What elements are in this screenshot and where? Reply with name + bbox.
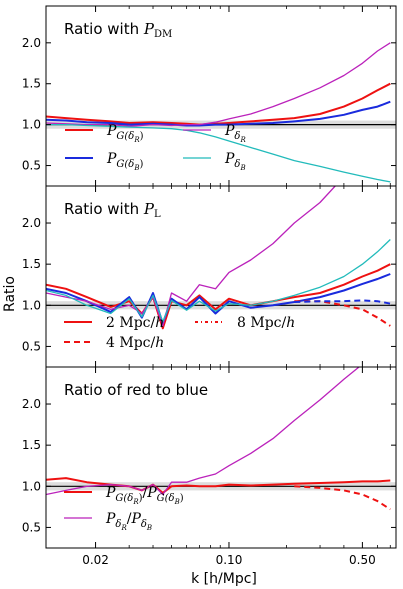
series-line-4 [46, 123, 391, 183]
legend-label: PδB [224, 151, 246, 172]
y-tick-label: 0.5 [22, 520, 41, 534]
y-tick-label: 1.0 [22, 118, 41, 132]
x-axis-label: k [h/Mpc] [191, 571, 257, 587]
x-tick-label: 0.10 [216, 553, 243, 567]
legend: PG(δR)/PG(δB) PδR/PδB [64, 485, 184, 532]
series-line-3 [46, 186, 336, 327]
y-tick-label: 2.0 [22, 216, 41, 230]
x-tick-labels: 0.02 0.10 0.50 [82, 553, 376, 567]
series-line-3 [46, 42, 391, 127]
series-line-2 [46, 273, 391, 325]
legend-label: 8 Mpc/h [237, 315, 295, 331]
series-line-3 [294, 485, 391, 511]
y-tick-label: 1.0 [22, 479, 41, 493]
panels: 2.0 1.5 1.0 0.5 Ratio with PDM PG(δR) PδR PG(δB… [22, 5, 397, 549]
panel-3: 2.0 1.5 1.0 0.5 Ratio of red to blue PG(δR)/P… [22, 366, 397, 549]
panel-2: 2.0 1.5 1.0 0.5 Ratio with PL 2 Mpc/h 8 Mpc/h 4… [22, 185, 397, 368]
legend: PG(δR) PδR PG(δB) PδB [65, 123, 246, 172]
y-tick-label: 0.5 [22, 159, 41, 173]
legend-label: PG(δB) [106, 151, 144, 172]
y-tick-label: 2.0 [22, 397, 41, 411]
panel-1: 2.0 1.5 1.0 0.5 Ratio with PDM PG(δR) PδR PG(δB… [22, 5, 397, 187]
y-tick-label: 2.0 [22, 36, 41, 50]
legend-label: PG(δR)/PG(δB) [105, 485, 184, 506]
series-line-6 [294, 299, 391, 305]
legend-label: PG(δR) [106, 123, 144, 144]
y-tick-label: 0.5 [22, 339, 41, 353]
legend-label: 2 Mpc/h [106, 315, 164, 331]
y-axis-label: Ratio [2, 276, 18, 312]
y-tick-label: 1.0 [22, 298, 41, 312]
y-tick-label: 1.5 [22, 77, 41, 91]
panel-title: Ratio with PDM [64, 20, 172, 40]
legend-label: PδR/PδB [105, 511, 152, 532]
legend: 2 Mpc/h 8 Mpc/h 4 Mpc/h [64, 315, 295, 351]
series-line-1 [46, 263, 391, 330]
x-tick-label: 0.50 [349, 553, 376, 567]
series-line-2 [46, 367, 360, 496]
series-line-2 [46, 100, 391, 127]
legend-label: 4 Mpc/h [106, 335, 164, 351]
y-tick-label: 1.5 [22, 438, 41, 452]
plot-frame [45, 366, 397, 549]
panel-title: Ratio of red to blue [64, 381, 208, 399]
series-line-1 [46, 82, 391, 126]
panel-title: Ratio with PL [64, 200, 161, 220]
legend-label: PδR [224, 123, 246, 144]
x-tick-label: 0.02 [82, 553, 109, 567]
y-tick-label: 1.5 [22, 257, 41, 271]
series-line-4 [46, 239, 391, 323]
